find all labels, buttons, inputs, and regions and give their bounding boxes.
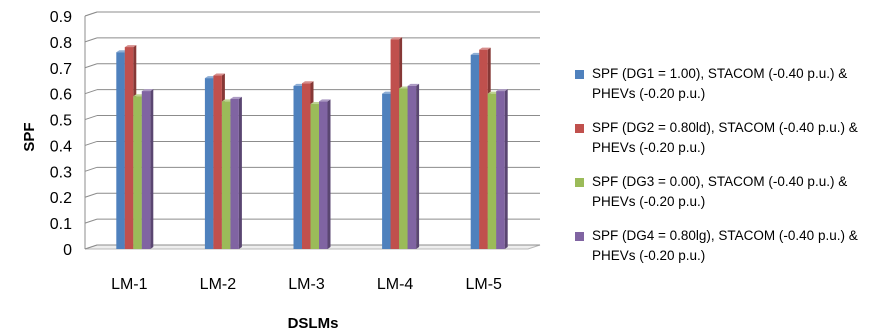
legend-label: SPF (DG1 = 1.00), STACOM (-0.40 p.u.) & … <box>592 66 848 101</box>
legend-label: SPF (DG2 = 0.80ld), STACOM (-0.40 p.u.) … <box>592 120 858 155</box>
legend-item: SPF (DG3 = 0.00), STACOM (-0.40 p.u.) & … <box>575 172 873 212</box>
bar-front <box>487 93 497 250</box>
bar-front <box>204 78 214 249</box>
bar <box>496 89 508 249</box>
x-tick-label: LM-2 <box>200 276 237 293</box>
gridline-side <box>84 37 98 43</box>
bar-top <box>479 47 491 50</box>
bar <box>407 83 420 250</box>
y-tick-label: 0.8 <box>50 35 72 52</box>
gridline-side <box>84 63 98 69</box>
bar-front <box>382 93 391 250</box>
legend-label: SPF (DG3 = 0.00), STACOM (-0.40 p.u.) & … <box>592 174 848 209</box>
bar-front <box>407 85 417 250</box>
x-tick-label: LM-3 <box>288 276 325 293</box>
y-axis-title: SPF <box>21 122 38 151</box>
bar-top <box>213 73 225 76</box>
gridline-side <box>84 192 98 198</box>
y-tick-labels: 0 0.1 0.2 0.3 0.4 0.5 0.6 0.7 0.8 0.9 <box>50 9 72 259</box>
x-tick-label: LM-1 <box>111 276 148 293</box>
bar-front <box>141 91 151 249</box>
bar-side <box>150 89 154 249</box>
bar-front <box>399 88 408 249</box>
bar-front <box>133 96 142 249</box>
x-axis-title: DSLMs <box>288 315 339 332</box>
legend-swatch <box>575 70 584 79</box>
x-tick-label: LM-5 <box>465 276 502 293</box>
bar-front <box>496 91 505 249</box>
bar-front <box>124 47 134 249</box>
legend-item: SPF (DG1 = 1.00), STACOM (-0.40 p.u.) & … <box>575 64 873 104</box>
y-tick-label: 0.2 <box>50 190 72 207</box>
gridline-side <box>84 218 98 224</box>
bar-top <box>407 83 420 86</box>
legend-swatch <box>575 124 584 133</box>
bar-front <box>390 39 400 249</box>
bar-front <box>470 54 480 250</box>
bar-front <box>479 49 488 250</box>
bar-front <box>319 101 328 249</box>
gridline-side <box>84 11 98 17</box>
bar-top <box>124 45 137 48</box>
gridline-side <box>84 244 98 250</box>
y-tick-label: 0 <box>63 242 72 259</box>
y-tick-label: 0.7 <box>50 61 72 78</box>
bar-top <box>302 81 314 84</box>
legend-label: SPF (DG4 = 0.80lg), STACOM (-0.40 p.u.) … <box>592 228 858 263</box>
y-tick-label: 0.4 <box>50 138 72 155</box>
bar-side <box>327 99 331 249</box>
gridline-side <box>84 89 98 95</box>
bar-front <box>116 52 125 249</box>
bar-top <box>141 89 154 92</box>
x-tick-label: LM-4 <box>377 276 414 293</box>
bar <box>319 99 331 249</box>
y-tick-label: 0.9 <box>50 9 72 26</box>
gridline-side <box>84 115 98 121</box>
bar-front <box>213 75 222 250</box>
bar-top <box>319 99 331 102</box>
legend-swatch <box>575 232 584 241</box>
y-tick-label: 0.6 <box>50 87 72 104</box>
bar-front <box>293 85 302 250</box>
y-tick-label: 0.5 <box>50 113 72 130</box>
bar-front <box>310 104 319 250</box>
y-tick-label: 0.3 <box>50 164 72 181</box>
bar-side <box>416 83 420 250</box>
bar-top <box>496 89 508 92</box>
bar-side <box>504 89 508 249</box>
legend-swatch <box>575 178 584 187</box>
bar-top <box>230 96 242 99</box>
bar <box>230 96 242 249</box>
bar-front <box>230 98 239 249</box>
legend-item: SPF (DG4 = 0.80lg), STACOM (-0.40 p.u.) … <box>575 226 873 266</box>
legend: SPF (DG1 = 1.00), STACOM (-0.40 p.u.) & … <box>575 64 873 280</box>
bars <box>116 37 508 250</box>
bar-side <box>238 96 242 249</box>
plot-back-wall <box>84 11 98 249</box>
bar <box>141 89 154 249</box>
bar-front <box>302 83 311 249</box>
gridline-side <box>84 140 98 146</box>
gridline-side <box>84 166 98 172</box>
legend-item: SPF (DG2 = 0.80ld), STACOM (-0.40 p.u.) … <box>575 118 873 158</box>
bar-top <box>390 37 403 40</box>
y-tick-label: 0.1 <box>50 216 72 233</box>
bar-front <box>221 101 231 249</box>
x-tick-labels: LM-1 LM-2 LM-3 LM-4 LM-5 <box>111 276 502 293</box>
